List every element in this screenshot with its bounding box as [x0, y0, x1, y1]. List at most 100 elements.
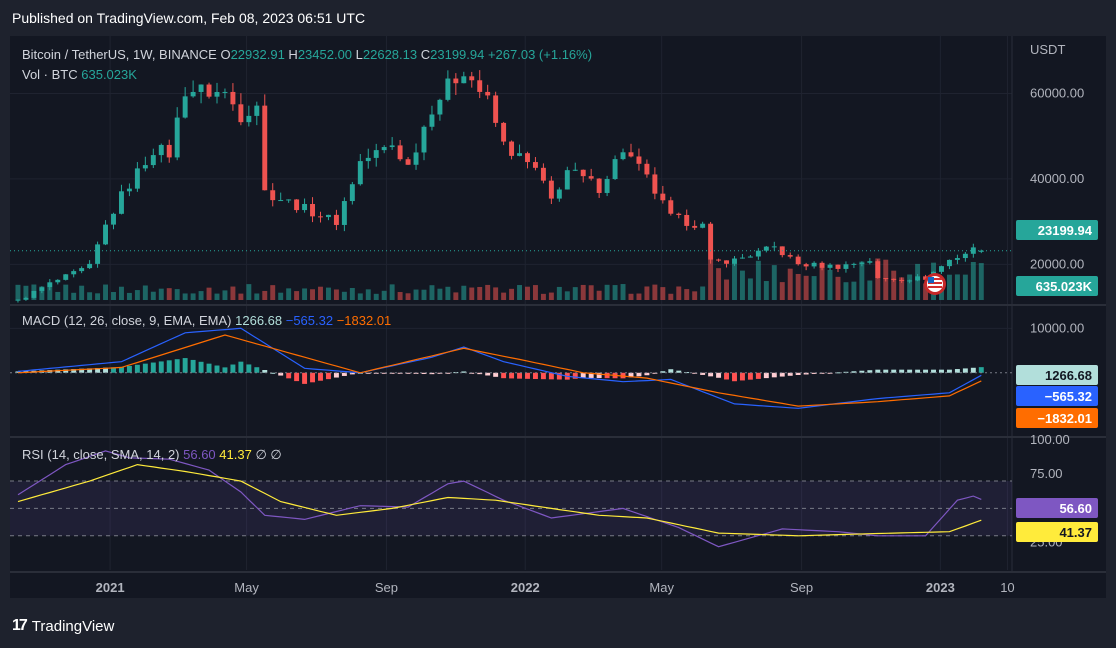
- volume-bar: [357, 293, 363, 300]
- macd-hist-bar: [445, 372, 451, 374]
- volume-bar: [716, 268, 722, 300]
- macd-hist-bar: [150, 362, 156, 373]
- macd-hist-bar: [819, 372, 825, 374]
- volume-bar: [501, 292, 507, 300]
- macd-hist-bar: [939, 369, 944, 373]
- volume-bar: [564, 291, 570, 300]
- tradingview-logo-icon: 17: [12, 617, 28, 634]
- macd-hist-bar: [349, 372, 355, 375]
- macd-hist-bar: [15, 371, 21, 373]
- macd-hist-bar: [517, 372, 522, 379]
- volume-bar: [111, 292, 116, 300]
- volume-bar: [198, 291, 204, 300]
- hist-badge-bg: [1016, 365, 1098, 385]
- rsi-legend-sma: 41.37: [219, 447, 255, 462]
- legend-part: 23452.00: [298, 47, 356, 62]
- volume-bar: [302, 288, 308, 300]
- rsi-tick-label: 75.00: [1030, 466, 1063, 481]
- volume-bar: [118, 286, 124, 300]
- x-tick-label: May: [649, 580, 674, 595]
- volume-bar: [461, 285, 467, 300]
- macd-hist-bar: [118, 367, 124, 373]
- volume-bar: [421, 289, 427, 300]
- macd-hist-bar: [803, 372, 809, 375]
- rsi-legend-label: RSI (14, close, SMA, 14, 2): [22, 447, 183, 462]
- macd-hist-bar: [461, 371, 467, 373]
- volume-bar: [580, 284, 586, 300]
- macd-hist-bar: [540, 372, 546, 380]
- macd-hist-bar: [429, 372, 435, 375]
- legend-part: 23199.94: [430, 47, 488, 62]
- chart-frame[interactable]: [10, 36, 1106, 598]
- rsi-badge: 56.60: [1059, 501, 1092, 516]
- volume-bar: [15, 284, 21, 300]
- volume-bar: [397, 292, 403, 300]
- volume-bar: [588, 285, 594, 300]
- volume-bar: [676, 286, 682, 300]
- x-tick-label: May: [234, 580, 259, 595]
- volume-bar: [907, 274, 913, 300]
- macd-hist-bar: [365, 372, 371, 374]
- macd-hist-bar: [811, 372, 817, 374]
- volume-bar: [970, 261, 976, 300]
- rsi-tick-label: 100.00: [1030, 432, 1070, 447]
- volume-bar: [95, 293, 101, 300]
- volume-bar: [532, 285, 538, 300]
- macd-hist-bar: [525, 372, 530, 379]
- x-tick-label: 2021: [96, 580, 125, 595]
- macd-hist-bar: [310, 372, 316, 383]
- macd-hist-bar: [254, 367, 260, 373]
- volume-bar: [819, 264, 825, 300]
- volume-bar: [540, 293, 546, 300]
- rsi-legend-extra: ∅ ∅: [255, 447, 281, 462]
- rsi-sma-badge-bg: [1016, 522, 1098, 542]
- volume-bar: [413, 289, 419, 300]
- macd-hist-bar: [262, 370, 268, 373]
- volume-bar: [166, 288, 172, 300]
- volume-bar: [708, 259, 714, 300]
- volume-bar: [437, 288, 443, 300]
- price-tick-label: 40000.00: [1030, 171, 1084, 186]
- volume-bar: [755, 260, 761, 300]
- volume-bar: [946, 274, 952, 300]
- volume-legend: Vol · BTC 635.023K: [22, 67, 137, 82]
- us-flag-canton: [928, 277, 934, 283]
- volume-bar: [405, 293, 411, 300]
- macd-hist-bar: [755, 372, 761, 379]
- macd-hist-bar: [970, 367, 976, 373]
- x-tick-label: 10: [1000, 580, 1014, 595]
- volume-bar: [389, 284, 395, 300]
- macd-hist-bar: [548, 372, 554, 380]
- macd-hist-bar: [604, 372, 610, 379]
- macd-hist-bar: [556, 372, 562, 380]
- volume-bar: [294, 291, 300, 300]
- volume-bar: [174, 289, 180, 300]
- volume-bar: [867, 280, 873, 300]
- volume-bar: [63, 284, 69, 300]
- volume-bar: [668, 293, 674, 300]
- macd-hist-bar: [636, 372, 642, 377]
- rsi-legend-rsi: 56.60: [183, 447, 219, 462]
- macd-hist-bar: [87, 368, 93, 373]
- macd-hist-bar: [891, 369, 897, 373]
- volume-bar: [978, 263, 984, 300]
- macd-hist-bar: [739, 372, 745, 381]
- macd-hist-bar: [286, 372, 292, 379]
- volume-bar: [732, 263, 737, 300]
- macd-hist-bar: [668, 369, 674, 373]
- rsi-legend: RSI (14, close, SMA, 14, 2) 56.60 41.37 …: [22, 447, 282, 462]
- rsi-badge-bg: [1016, 498, 1098, 518]
- macd-hist-bar: [509, 372, 515, 379]
- volume-bar: [270, 285, 276, 300]
- tradingview-footer[interactable]: 17 TradingView: [12, 617, 114, 635]
- macd-legend-hist: 1266.68: [235, 313, 286, 328]
- volume-bar: [962, 274, 968, 300]
- macd-hist-bar: [732, 372, 737, 382]
- macd-hist-bar: [962, 368, 968, 373]
- volume-bar: [954, 274, 960, 300]
- macd-hist-bar: [923, 369, 929, 373]
- legend-part: Bitcoin / TetherUS, 1W, BINANCE: [22, 47, 220, 62]
- macd-hist-bar: [931, 369, 936, 373]
- volume-bar: [851, 281, 857, 300]
